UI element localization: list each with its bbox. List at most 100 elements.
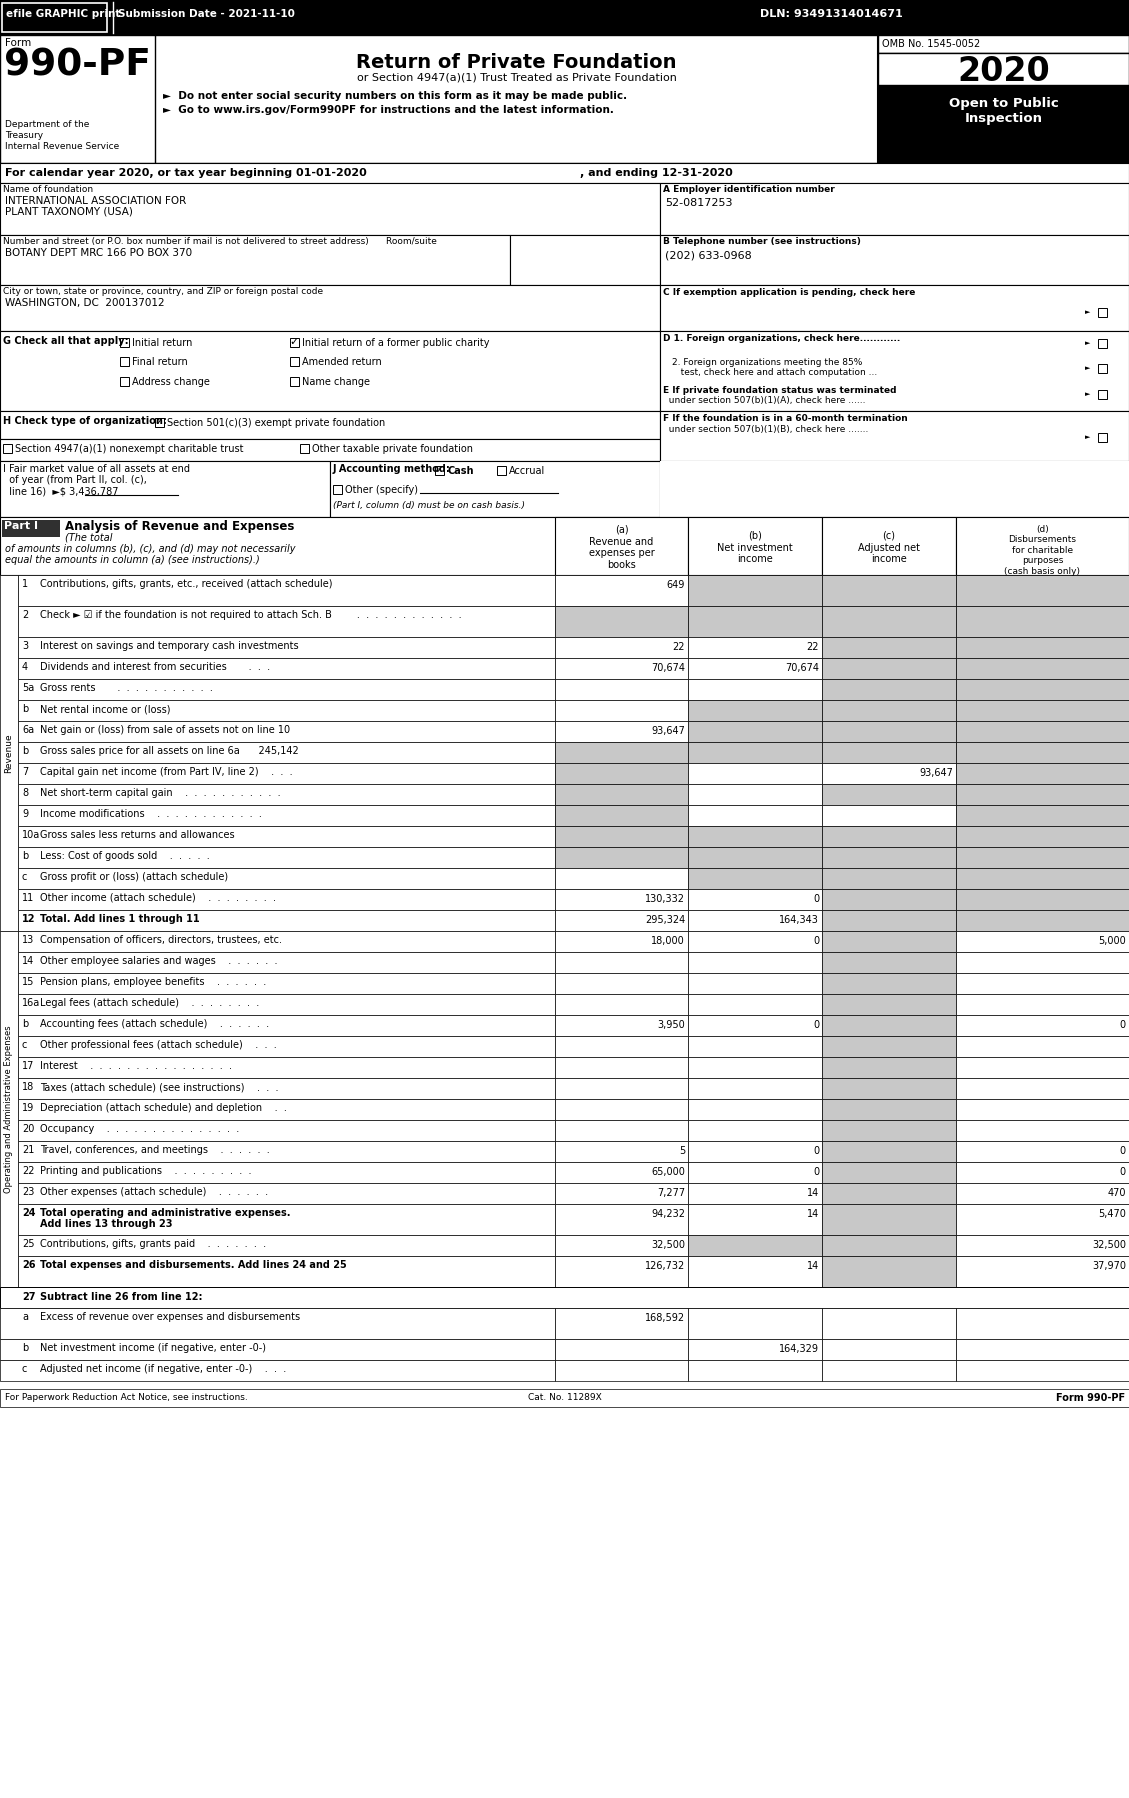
Bar xyxy=(878,85,1129,164)
Text: Legal fees (attach schedule)    .  .  .  .  .  .  .  .: Legal fees (attach schedule) . . . . . .… xyxy=(40,998,260,1009)
Text: PLANT TAXONOMY (USA): PLANT TAXONOMY (USA) xyxy=(5,207,133,218)
Text: (d)
Disbursements
for charitable
purposes
(cash basis only): (d) Disbursements for charitable purpose… xyxy=(1005,525,1080,575)
Text: ►: ► xyxy=(1085,435,1089,441)
Text: Gross sales price for all assets on line 6a      245,142: Gross sales price for all assets on line… xyxy=(40,746,299,755)
Bar xyxy=(2,520,60,538)
Text: Internal Revenue Service: Internal Revenue Service xyxy=(5,142,120,151)
Bar xyxy=(822,1099,956,1120)
Text: 2. Foreign organizations meeting the 85%: 2. Foreign organizations meeting the 85% xyxy=(672,358,863,367)
Text: , and ending 12-31-2020: , and ending 12-31-2020 xyxy=(580,167,733,178)
Text: Other taxable private foundation: Other taxable private foundation xyxy=(312,444,473,455)
Text: Submission Date - 2021-11-10: Submission Date - 2021-11-10 xyxy=(119,9,295,20)
Text: A Employer identification number: A Employer identification number xyxy=(663,185,834,194)
Bar xyxy=(290,358,299,367)
Bar xyxy=(300,444,309,453)
Bar xyxy=(660,460,1129,518)
Text: Initial return of a former public charity: Initial return of a former public charit… xyxy=(301,338,490,349)
Text: Part I: Part I xyxy=(5,521,38,530)
Text: Total operating and administrative expenses.: Total operating and administrative expen… xyxy=(40,1208,290,1217)
Bar xyxy=(555,1359,688,1381)
Bar xyxy=(0,1390,1129,1408)
Bar xyxy=(555,910,688,931)
Bar xyxy=(1099,340,1108,349)
Bar xyxy=(688,951,822,973)
Text: Name of foundation: Name of foundation xyxy=(3,185,93,194)
Text: I Fair market value of all assets at end: I Fair market value of all assets at end xyxy=(3,464,190,475)
Text: b: b xyxy=(21,1343,28,1354)
Bar xyxy=(3,444,12,453)
Bar xyxy=(18,825,555,847)
Text: 164,343: 164,343 xyxy=(779,915,819,924)
Bar xyxy=(688,1016,822,1036)
Text: Return of Private Foundation: Return of Private Foundation xyxy=(357,52,676,72)
Bar xyxy=(18,1099,555,1120)
Bar xyxy=(956,888,1129,910)
Text: 65,000: 65,000 xyxy=(651,1167,685,1178)
Bar xyxy=(18,1016,555,1036)
Bar xyxy=(822,1142,956,1162)
Bar xyxy=(0,183,660,236)
Text: 37,970: 37,970 xyxy=(1092,1260,1126,1271)
Bar xyxy=(18,636,555,658)
Bar xyxy=(555,1099,688,1120)
Text: Accounting fees (attach schedule)    .  .  .  .  .  .: Accounting fees (attach schedule) . . . … xyxy=(40,1019,269,1028)
Bar xyxy=(822,1340,956,1359)
Bar xyxy=(555,606,688,636)
Bar xyxy=(18,806,555,825)
Text: City or town, state or province, country, and ZIP or foreign postal code: City or town, state or province, country… xyxy=(3,288,323,297)
Text: under section 507(b)(1)(B), check here .......: under section 507(b)(1)(B), check here .… xyxy=(663,424,868,433)
Bar xyxy=(660,412,1129,460)
Bar xyxy=(956,868,1129,888)
Bar xyxy=(956,575,1129,606)
Bar xyxy=(822,1257,956,1287)
Bar xyxy=(822,1036,956,1057)
Text: 5a: 5a xyxy=(21,683,34,692)
Text: 295,324: 295,324 xyxy=(645,915,685,924)
Text: 164,329: 164,329 xyxy=(779,1343,819,1354)
Text: 19: 19 xyxy=(21,1102,34,1113)
Bar xyxy=(18,994,555,1016)
Bar xyxy=(688,1235,822,1257)
Text: 14: 14 xyxy=(807,1260,819,1271)
Bar xyxy=(1099,390,1108,399)
Bar xyxy=(0,286,660,331)
Text: Subtract line 26 from line 12:: Subtract line 26 from line 12: xyxy=(40,1293,202,1302)
Bar xyxy=(956,806,1129,825)
Text: H Check type of organization:: H Check type of organization: xyxy=(3,415,167,426)
Text: Form: Form xyxy=(5,38,32,49)
Bar xyxy=(822,868,956,888)
Bar xyxy=(555,699,688,721)
Bar xyxy=(0,931,18,1287)
Bar xyxy=(822,784,956,806)
Bar xyxy=(120,358,129,367)
Bar xyxy=(555,847,688,868)
Bar xyxy=(555,825,688,847)
Text: Accrual: Accrual xyxy=(509,466,545,476)
Bar xyxy=(555,1307,688,1340)
Text: Inspection: Inspection xyxy=(964,111,1042,126)
Bar xyxy=(0,1287,1129,1307)
Bar xyxy=(660,286,1129,331)
Text: 649: 649 xyxy=(666,581,685,590)
Text: Net gain or (loss) from sale of assets not on line 10: Net gain or (loss) from sale of assets n… xyxy=(40,725,290,735)
Text: c: c xyxy=(21,872,27,883)
Text: (The total: (The total xyxy=(65,532,113,541)
Text: 5,000: 5,000 xyxy=(1099,937,1126,946)
Bar xyxy=(555,1183,688,1205)
Bar xyxy=(822,658,956,680)
Text: ►  Go to www.irs.gov/Form990PF for instructions and the latest information.: ► Go to www.irs.gov/Form990PF for instru… xyxy=(163,104,614,115)
Text: 14: 14 xyxy=(21,957,34,966)
Bar xyxy=(822,951,956,973)
Text: 5: 5 xyxy=(679,1145,685,1156)
Text: Gross rents       .  .  .  .  .  .  .  .  .  .  .: Gross rents . . . . . . . . . . . xyxy=(40,683,213,692)
Bar xyxy=(956,1307,1129,1340)
Bar xyxy=(956,1079,1129,1099)
Text: Taxes (attach schedule) (see instructions)    .  .  .: Taxes (attach schedule) (see instruction… xyxy=(40,1082,279,1091)
Bar xyxy=(956,636,1129,658)
Bar xyxy=(688,994,822,1016)
Bar xyxy=(822,825,956,847)
Bar xyxy=(688,606,822,636)
Text: 24: 24 xyxy=(21,1208,35,1217)
Text: 93,647: 93,647 xyxy=(651,726,685,735)
Bar xyxy=(555,784,688,806)
